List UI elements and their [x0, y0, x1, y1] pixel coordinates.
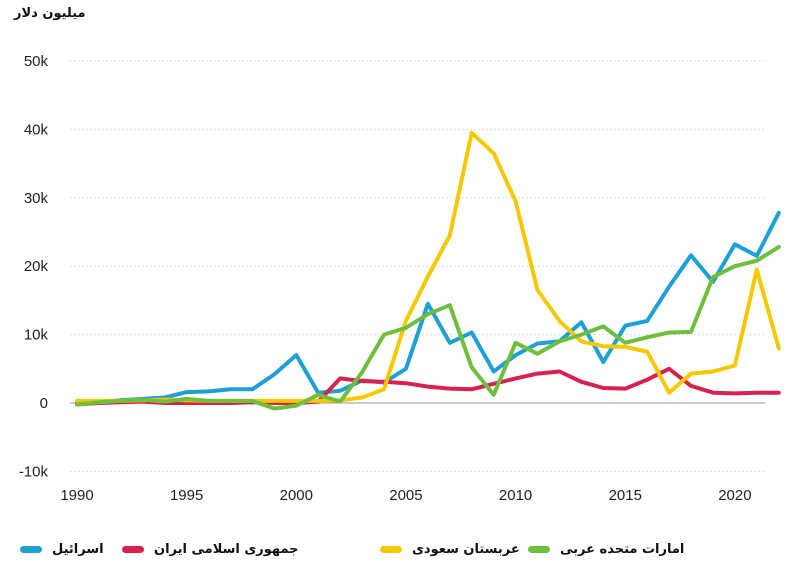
- legend-item: امارات متحده عربی: [528, 542, 684, 557]
- x-tick-label: 1995: [170, 487, 203, 504]
- legend-item: جمهوری اسلامی ایران: [122, 542, 299, 557]
- legend-swatch: [380, 546, 402, 553]
- legend-swatch: [528, 546, 550, 553]
- y-tick-label: 50k: [24, 53, 49, 70]
- series-line-2: [75, 130, 781, 403]
- y-tick-label: -10k: [19, 463, 49, 480]
- legend: اسرائیل جمهوری اسلامی ایران عربستان سعودی ا…: [0, 542, 800, 566]
- x-tick-label: 2020: [718, 487, 751, 504]
- y-tick-label: 0: [40, 395, 48, 412]
- y-tick-label: 10k: [24, 327, 49, 344]
- y-tick-label: 40k: [24, 121, 49, 138]
- y-tick-label: 20k: [24, 258, 49, 275]
- x-tick-label: 1990: [60, 487, 93, 504]
- x-tick-label: 2015: [609, 487, 642, 504]
- legend-item: اسرائیل: [20, 542, 104, 557]
- legend-item: عربستان سعودی: [380, 542, 520, 557]
- y-tick-label: 30k: [24, 190, 49, 207]
- x-tick-label: 2010: [499, 487, 532, 504]
- series-line-3: [75, 245, 781, 411]
- legend-label: جمهوری اسلامی ایران: [154, 542, 299, 557]
- x-tick-label: 2000: [280, 487, 313, 504]
- legend-swatch: [122, 546, 144, 553]
- legend-label: اسرائیل: [52, 542, 104, 557]
- legend-swatch: [20, 546, 42, 553]
- y-axis-unit-label: میلیون دلار: [14, 6, 86, 21]
- x-tick-label: 2005: [389, 487, 422, 504]
- legend-label: عربستان سعودی: [412, 542, 520, 557]
- legend-label: امارات متحده عربی: [560, 542, 685, 557]
